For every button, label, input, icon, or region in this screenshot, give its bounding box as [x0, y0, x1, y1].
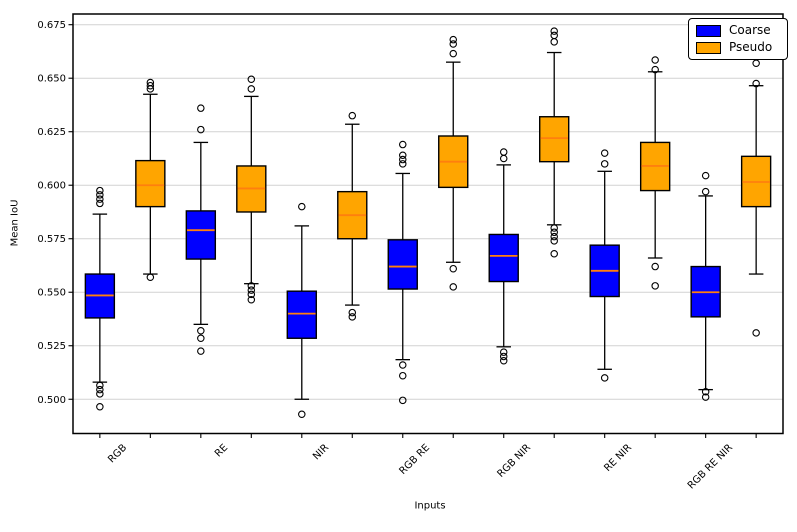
outlier-coarse-rgb-re-nir — [701, 393, 710, 401]
outlier-coarse-rgb-re — [399, 371, 407, 380]
outlier-pseudo-nir — [348, 111, 357, 120]
outlier-pseudo-rgb-nir — [550, 249, 558, 258]
outlier-pseudo-rgb — [146, 273, 155, 282]
outlier-coarse-re-nir — [600, 149, 609, 157]
legend-entry-coarse: Coarse — [696, 23, 781, 37]
outlier-coarse-rgb — [96, 191, 104, 199]
x-category-label: RGB — [106, 442, 129, 465]
y-axis-title: Mean IoU — [9, 199, 21, 247]
x-category-label: RGB RE NIR — [686, 442, 735, 491]
outlier-pseudo-rgb-nir — [550, 27, 558, 35]
outlier-coarse-rgb-re — [399, 140, 407, 149]
x-category-label: RE — [213, 442, 230, 459]
outlier-coarse-re — [197, 327, 205, 335]
outlier-coarse-rgb — [96, 381, 104, 390]
outlier-pseudo-rgb-re — [449, 264, 457, 273]
legend-entry-pseudo: Pseudo — [696, 40, 781, 55]
y-tick-label: 0.625 — [37, 127, 66, 138]
outlier-pseudo-rgb-re-nir — [752, 329, 760, 337]
outlier-coarse-rgb-nir — [499, 356, 508, 365]
outlier-coarse-rgb-nir — [499, 352, 508, 361]
outlier-pseudo-nir — [348, 308, 357, 317]
outlier-pseudo-rgb-re — [449, 35, 457, 44]
outlier-coarse-rgb-re — [399, 160, 407, 168]
outlier-coarse-re — [197, 125, 205, 134]
outlier-coarse-rgb-nir — [499, 148, 508, 156]
outlier-coarse-rgb-nir — [499, 154, 508, 163]
x-axis-title: Inputs — [414, 500, 446, 512]
y-tick-label: 0.600 — [37, 181, 66, 192]
outlier-pseudo-rgb-re-nir — [752, 79, 760, 88]
box-coarse-rgb-nir — [488, 233, 519, 283]
outlier-pseudo-rgb-re — [449, 40, 457, 48]
outlier-coarse-rgb — [96, 195, 104, 203]
outlier-pseudo-rgb — [146, 81, 155, 90]
outlier-pseudo-nir — [348, 313, 357, 321]
y-tick-label: 0.550 — [37, 288, 66, 299]
outlier-pseudo-rgb-nir — [550, 31, 558, 40]
outlier-pseudo-re — [247, 286, 256, 294]
outlier-coarse-rgb-re-nir — [701, 171, 710, 180]
outlier-coarse-re-nir — [600, 374, 609, 382]
y-tick-label: 0.525 — [37, 341, 66, 352]
y-tick-label: 0.650 — [37, 74, 66, 85]
outlier-pseudo-re — [247, 75, 256, 84]
outlier-coarse-rgb-re — [399, 396, 407, 405]
x-category-label: RE NIR — [602, 442, 634, 474]
outlier-pseudo-rgb-nir — [550, 232, 558, 241]
outlier-pseudo-rgb-re-nir — [752, 59, 760, 67]
outlier-coarse-rgb-re — [399, 151, 407, 160]
outlier-coarse-rgb-nir — [499, 348, 508, 356]
box-coarse-nir — [286, 290, 317, 339]
legend-label-coarse: Coarse — [729, 23, 771, 37]
y-tick-label: 0.575 — [37, 234, 66, 245]
outlier-coarse-re-nir — [600, 160, 609, 168]
outlier-pseudo-re — [247, 282, 256, 290]
outlier-coarse-rgb — [96, 390, 104, 398]
outlier-coarse-rgb — [96, 199, 104, 208]
outlier-coarse-re — [197, 104, 205, 112]
coarse-color-swatch — [696, 24, 721, 37]
outlier-coarse-rgb — [96, 186, 104, 195]
outlier-pseudo-re — [247, 295, 256, 304]
outlier-pseudo-re-nir — [651, 65, 659, 74]
outlier-coarse-rgb-re-nir — [701, 187, 710, 196]
outlier-coarse-rgb — [96, 402, 104, 411]
box-coarse-rgb-re — [387, 239, 418, 290]
outlier-coarse-rgb-re-nir — [701, 388, 710, 396]
outlier-pseudo-rgb-nir — [550, 228, 558, 237]
legend: Coarse Pseudo — [688, 18, 788, 61]
outlier-coarse-nir — [298, 410, 306, 418]
outlier-pseudo-rgb-nir — [550, 38, 558, 46]
outlier-pseudo-re-nir — [651, 262, 659, 271]
x-category-label: NIR — [311, 442, 331, 462]
outlier-pseudo-rgb — [146, 85, 155, 93]
outlier-pseudo-rgb-re — [449, 283, 457, 291]
box-pseudo-rgb-nir — [539, 116, 570, 163]
outlier-coarse-rgb-re — [399, 361, 407, 369]
outlier-pseudo-re-nir — [651, 282, 659, 290]
legend-label-pseudo: Pseudo — [729, 40, 773, 55]
outlier-coarse-re — [197, 334, 205, 343]
y-tick-label: 0.500 — [37, 395, 66, 406]
outlier-coarse-re — [197, 347, 205, 355]
outlier-pseudo-re — [247, 85, 256, 93]
box-coarse-re — [185, 210, 217, 260]
y-tick-label: 0.675 — [37, 20, 66, 31]
x-category-label: RGB RE — [397, 442, 432, 477]
box-pseudo-rgb — [135, 159, 166, 208]
outlier-pseudo-rgb-nir — [550, 237, 558, 245]
outlier-pseudo-rgb-re — [449, 49, 457, 58]
outlier-pseudo-re — [247, 290, 256, 299]
outlier-coarse-nir — [298, 202, 306, 211]
outlier-coarse-rgb — [96, 385, 104, 394]
outlier-pseudo-rgb-nir — [550, 224, 558, 232]
outlier-pseudo-re-nir — [651, 56, 659, 64]
outlier-coarse-rgb-re — [399, 155, 407, 164]
pseudo-color-swatch — [696, 41, 721, 54]
plot-border — [72, 13, 784, 435]
x-category-label: RGB NIR — [496, 442, 534, 480]
